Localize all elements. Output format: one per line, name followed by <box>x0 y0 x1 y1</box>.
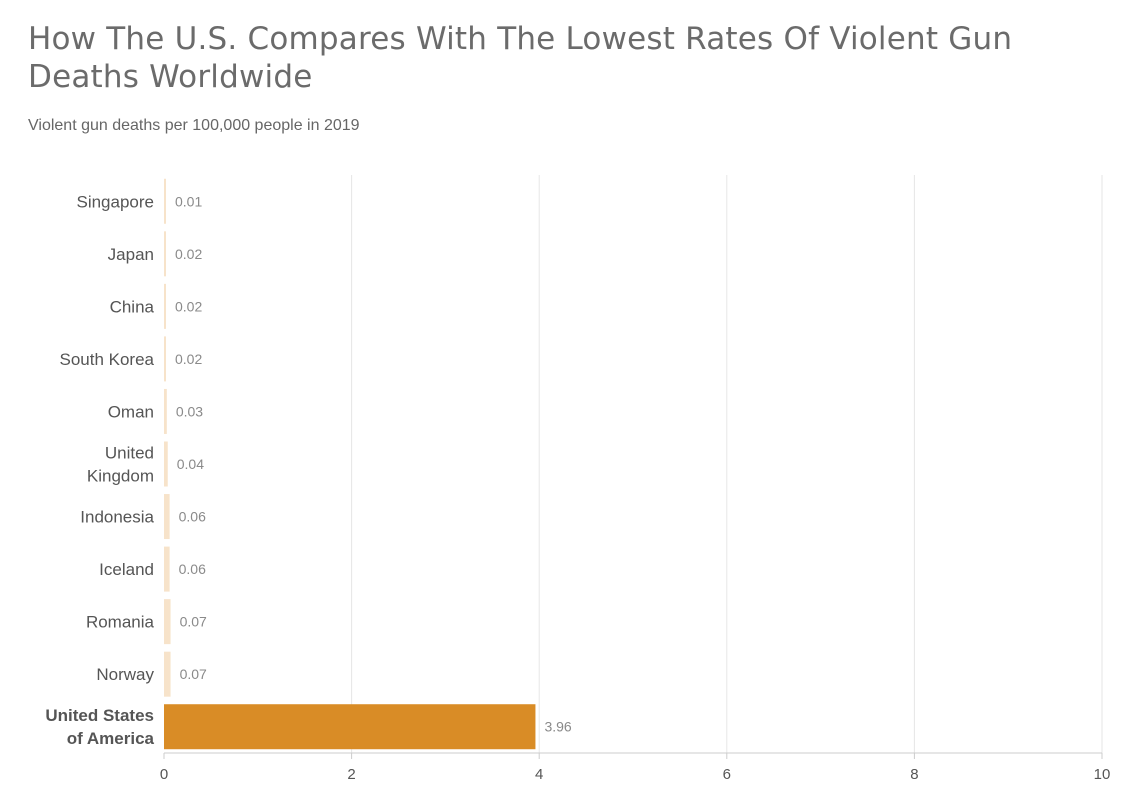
category-label: Kingdom <box>87 467 154 486</box>
chart-title: How The U.S. Compares With The Lowest Ra… <box>28 21 1013 95</box>
category-label: United <box>105 444 154 463</box>
data-label: 0.07 <box>180 614 207 630</box>
x-tick-label: 4 <box>535 766 543 783</box>
data-label: 0.06 <box>179 509 206 525</box>
bar <box>164 336 166 382</box>
bar <box>164 599 171 645</box>
chart-subtitle: Violent gun deaths per 100,000 people in… <box>28 117 360 134</box>
data-label: 0.01 <box>175 193 202 209</box>
bar <box>164 178 166 224</box>
category-label: Indonesia <box>80 508 154 527</box>
category-label: Romania <box>86 613 155 632</box>
data-label: 0.06 <box>179 561 206 577</box>
data-label: 0.02 <box>175 246 202 262</box>
category-label: Singapore <box>76 192 154 211</box>
bar <box>164 283 166 329</box>
x-tick-label: 0 <box>160 766 168 783</box>
category-label: South Korea <box>59 350 154 369</box>
data-label: 3.96 <box>544 719 571 735</box>
bar <box>164 388 167 434</box>
category-label: Oman <box>108 402 154 421</box>
category-label: United States <box>45 706 154 725</box>
x-tick-label: 8 <box>910 766 918 783</box>
data-label: 0.07 <box>180 666 207 682</box>
data-label: 0.03 <box>176 403 203 419</box>
category-label: Norway <box>96 665 154 684</box>
x-tick-label: 2 <box>347 766 355 783</box>
bar <box>164 494 170 540</box>
data-label: 0.02 <box>175 351 202 367</box>
category-label: Japan <box>108 245 154 264</box>
x-tick-label: 10 <box>1094 766 1111 783</box>
category-label: Iceland <box>99 560 154 579</box>
category-label: of America <box>67 729 155 748</box>
data-label: 0.04 <box>177 456 204 472</box>
category-label: China <box>110 297 155 316</box>
bar <box>164 546 170 592</box>
bar <box>164 231 166 277</box>
data-label: 0.02 <box>175 298 202 314</box>
bar <box>164 651 171 697</box>
bar <box>164 441 168 487</box>
x-tick-label: 6 <box>723 766 731 783</box>
bar <box>164 704 536 750</box>
